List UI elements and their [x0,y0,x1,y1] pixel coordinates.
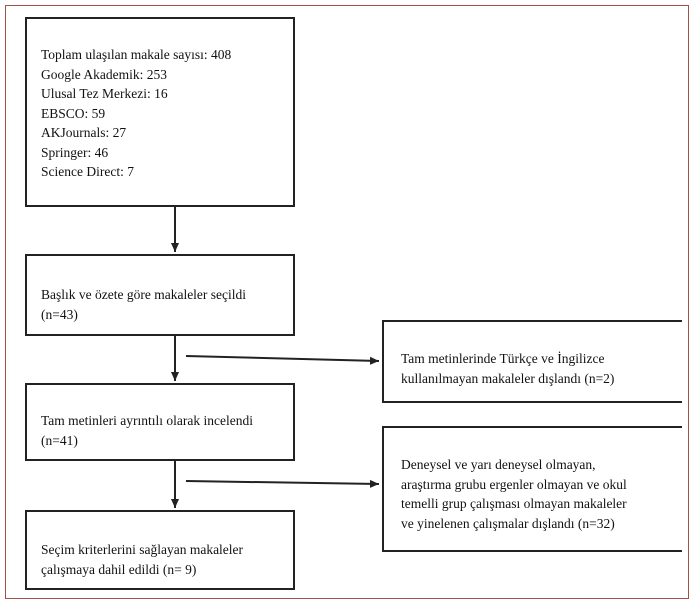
sources-thesis-center: Ulusal Tez Merkezi: 16 [41,86,168,101]
exclusion-2-line-2: araştırma grubu ergenler olmayan ve okul [401,476,627,492]
screening-label: Başlık ve özete göre makaleler seçildi [41,287,247,302]
included-count: çalışmaya dahil edildi (n= 9) [41,561,197,577]
sources-ebsco: EBSCO: 59 [41,105,106,121]
sources-science-direct: Science Direct: 7 [41,164,134,179]
exclusion-1-line-2: kullanılmayan makaleler dışlandı (n=2) [401,370,615,386]
exclusion-2-line-1: Deneysel ve yarı deneysel olmayan, [401,457,596,472]
sources-google-scholar: Google Akademik: 253 [41,66,167,82]
screening-count: (n=43) [41,306,78,322]
fulltext-box: Tam metinleri ayrıntılı olarak incelendi… [25,383,295,461]
sources-akjournals: AKJournals: 27 [41,125,127,140]
exclusion-1-line-1: Tam metinlerinde Türkçe ve İngilizce [401,351,605,366]
arrow-to-exclusion-2 [185,479,380,488]
exclusion-box-criteria: Deneysel ve yarı deneysel olmayan, araşt… [382,426,682,552]
sources-springer: Springer: 46 [41,144,109,160]
sources-total: Toplam ulaşılan makale sayısı: 408 [41,47,232,62]
arrow-to-exclusion-1 [185,355,380,365]
exclusion-2-line-4: ve yinelenen çalışmalar dışlandı (n=32) [401,515,615,531]
fulltext-count: (n=41) [41,432,78,448]
included-label: Seçim kriterlerini sağlayan makaleler [41,542,244,557]
included-box: Seçim kriterlerini sağlayan makaleler ça… [25,510,295,590]
exclusion-2-line-3: temelli grup çalışması olmayan makaleler [401,496,627,511]
figure-frame [5,5,689,599]
screening-box: Başlık ve özete göre makaleler seçildi (… [25,254,295,336]
sources-box: Toplam ulaşılan makale sayısı: 408 Googl… [25,17,295,207]
exclusion-box-language: Tam metinlerinde Türkçe ve İngilizce kul… [382,320,682,403]
fulltext-label: Tam metinleri ayrıntılı olarak incelendi [41,413,253,428]
